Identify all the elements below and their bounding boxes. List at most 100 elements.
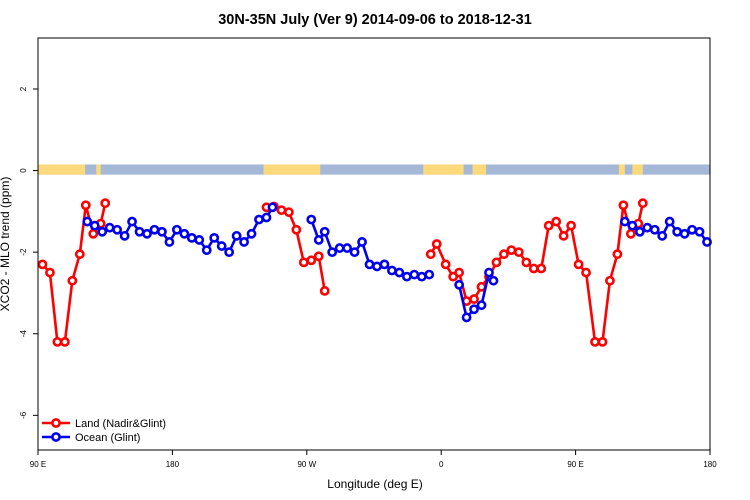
- series-1-point: [454, 279, 465, 290]
- series-1-point: [619, 216, 630, 227]
- series-0-point: [291, 224, 302, 235]
- series-1-point: [634, 226, 645, 237]
- land-band-segment: [263, 164, 321, 175]
- series-1-point: [171, 224, 182, 235]
- series-0-point: [637, 198, 648, 209]
- legend: Land (Nadir&Glint) Ocean (Glint): [42, 418, 166, 444]
- series-0-point: [298, 257, 309, 268]
- legend-marker: [51, 432, 61, 442]
- legend-marker: [51, 418, 61, 428]
- series-1-point: [201, 245, 212, 256]
- series-0-point: [454, 267, 465, 278]
- series-1-point: [664, 216, 675, 227]
- series-1-point: [157, 226, 167, 237]
- series-1-point: [82, 216, 93, 227]
- series-1-point: [224, 247, 235, 258]
- series-1-point: [679, 228, 690, 239]
- series-0-point: [521, 257, 532, 268]
- series-0-point: [276, 205, 287, 216]
- series-1-point: [149, 224, 160, 235]
- series-1-point: [694, 226, 705, 237]
- x-tick-label: 90 W: [297, 460, 316, 469]
- series-1-point: [642, 222, 653, 233]
- legend-label: Land (Nadir&Glint): [75, 418, 166, 430]
- series-1-point: [334, 243, 345, 253]
- series-0-point: [612, 249, 623, 260]
- y-axis-label: XCO2 - MLO trend (ppm): [0, 177, 12, 312]
- series-0-point: [319, 286, 330, 296]
- series-1-point: [657, 230, 668, 241]
- series-0-point: [283, 207, 294, 218]
- series-1-point: [313, 235, 324, 245]
- series-1-point: [416, 271, 427, 282]
- land-band-segment: [632, 164, 643, 175]
- axes: 90 E 180 90 W 0 90 E 180 2 0 -2 -4 -6: [19, 86, 717, 469]
- series-0-point: [506, 245, 517, 256]
- series-1-point: [97, 226, 108, 237]
- series-1-point: [372, 261, 382, 272]
- series-1-point: [127, 216, 137, 227]
- series-0-point: [528, 263, 539, 274]
- series-0-point: [605, 275, 615, 286]
- series-1-point: [469, 304, 479, 315]
- series-1-point: [401, 271, 412, 282]
- series-0-point: [45, 267, 55, 278]
- series-0-point: [88, 228, 99, 239]
- series-0-point: [625, 228, 636, 239]
- series-1-point: [394, 267, 405, 278]
- series-1-point: [349, 247, 360, 258]
- series-1-point: [476, 300, 487, 311]
- series-1-point: [484, 267, 494, 278]
- series-1-point: [461, 312, 472, 323]
- series-1-point: [261, 212, 272, 223]
- series-0-point: [558, 230, 569, 241]
- series-1-point: [194, 235, 205, 245]
- series-0-point: [618, 200, 629, 211]
- series-1-point: [254, 214, 264, 225]
- series-0-point: [469, 294, 479, 304]
- series-0-point: [499, 249, 509, 260]
- series-0-point: [306, 255, 317, 266]
- series-1-point: [186, 232, 197, 243]
- series-0-point: [425, 249, 436, 260]
- series-1-point: [342, 243, 353, 253]
- chart-title: 30N-35N July (Ver 9) 2014-09-06 to 2018-…: [218, 12, 532, 28]
- series-layer: [37, 198, 712, 347]
- y-tick-label: -2: [19, 248, 28, 256]
- series-1-point: [319, 226, 330, 237]
- series-1-point: [209, 232, 220, 243]
- series-0-point: [597, 337, 608, 347]
- land-band-segment: [472, 164, 486, 175]
- series-1-point: [142, 228, 152, 239]
- series-0-point: [491, 257, 502, 268]
- series-0-point: [543, 220, 554, 231]
- series-0-point: [513, 247, 524, 258]
- series-1-point: [672, 226, 683, 237]
- x-tick-label: 180: [166, 460, 180, 469]
- series-0-point: [313, 251, 324, 262]
- series-1-point: [357, 237, 367, 247]
- y-tick-label: 2: [19, 86, 28, 91]
- x-tick-label: 90 E: [30, 460, 46, 469]
- series-1-point: [164, 237, 175, 247]
- series-0-point: [551, 216, 562, 227]
- series-1-point: [231, 230, 242, 241]
- land-band-segment: [618, 164, 625, 175]
- series-0-point: [67, 275, 78, 286]
- ocean-band: [38, 164, 710, 175]
- land-sea-band: [38, 164, 710, 175]
- land-band-segment: [423, 164, 464, 175]
- series-1-point: [424, 269, 435, 280]
- series-0-point: [59, 337, 70, 347]
- series-1-point: [112, 224, 123, 235]
- series-1-point: [119, 230, 130, 241]
- series-1-point: [687, 224, 697, 235]
- series-0-point: [440, 259, 451, 270]
- series-1-point: [649, 224, 660, 235]
- y-tick-label: -6: [19, 411, 28, 419]
- y-tick-label: 0: [19, 168, 28, 173]
- series-0-point: [573, 259, 584, 270]
- series-0-point: [37, 259, 48, 270]
- series-0-point: [74, 249, 85, 260]
- x-axis-label: Longitude (deg E): [327, 477, 422, 491]
